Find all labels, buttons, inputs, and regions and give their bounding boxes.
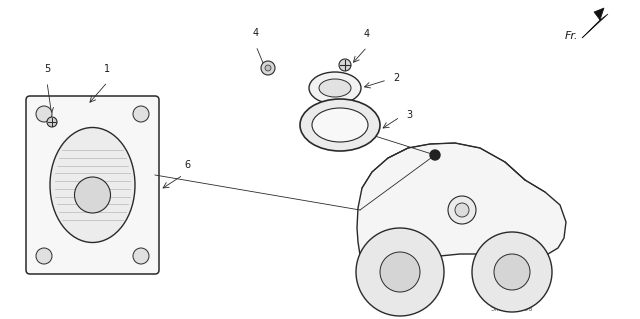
Circle shape	[472, 232, 552, 312]
Circle shape	[47, 117, 57, 127]
Ellipse shape	[309, 72, 361, 104]
Circle shape	[133, 106, 149, 122]
Circle shape	[448, 196, 476, 224]
FancyBboxPatch shape	[26, 96, 159, 274]
Ellipse shape	[312, 108, 368, 142]
Circle shape	[339, 59, 351, 71]
Circle shape	[74, 177, 111, 213]
Circle shape	[36, 248, 52, 264]
Circle shape	[261, 61, 275, 75]
Text: 1: 1	[104, 64, 111, 74]
Ellipse shape	[300, 99, 380, 151]
Text: 5: 5	[44, 64, 50, 74]
Polygon shape	[357, 143, 566, 276]
Circle shape	[356, 228, 444, 316]
Polygon shape	[582, 8, 608, 38]
Circle shape	[430, 150, 440, 160]
Text: 6: 6	[184, 160, 190, 170]
Circle shape	[455, 203, 469, 217]
Circle shape	[380, 252, 420, 292]
Text: 4: 4	[253, 28, 259, 38]
Circle shape	[494, 254, 530, 290]
Text: 3: 3	[406, 110, 412, 120]
Ellipse shape	[319, 79, 351, 97]
Text: 2: 2	[393, 73, 399, 83]
Text: 5h23-81600: 5h23-81600	[490, 306, 532, 312]
Text: 4: 4	[364, 29, 370, 39]
Circle shape	[265, 65, 271, 71]
Circle shape	[133, 248, 149, 264]
Ellipse shape	[50, 128, 135, 242]
Text: Fr.: Fr.	[564, 31, 578, 41]
Circle shape	[36, 106, 52, 122]
